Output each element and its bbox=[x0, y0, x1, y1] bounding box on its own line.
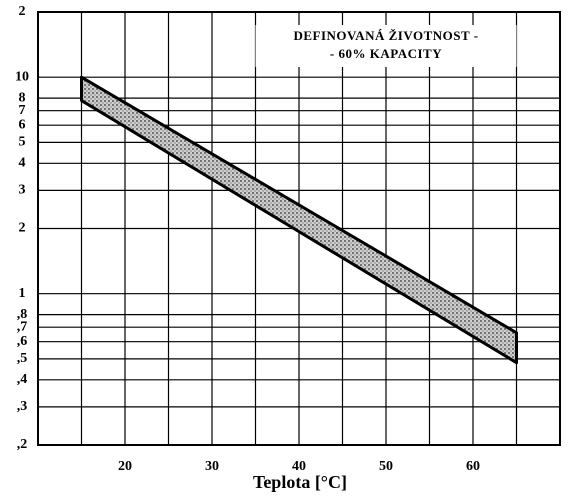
y-tick-label: 2 bbox=[19, 4, 26, 19]
band bbox=[80, 75, 518, 365]
y-tick-label: 1 bbox=[19, 286, 26, 301]
y-tick-label: ,3 bbox=[17, 399, 28, 414]
annotation: - 60% KAPACITY bbox=[330, 46, 442, 61]
x-tick-label: 30 bbox=[205, 459, 219, 474]
y-tick-label: 10 bbox=[15, 69, 29, 84]
x-tick-label: 50 bbox=[379, 459, 393, 474]
y-tick-label: 8 bbox=[19, 90, 26, 105]
y-tick-label: ,6 bbox=[17, 334, 28, 349]
plot-frame bbox=[37, 11, 561, 446]
y-tick-label: 5 bbox=[19, 135, 26, 150]
y-tick-label: ,7 bbox=[17, 319, 28, 334]
y-tick-label: ,4 bbox=[17, 372, 28, 387]
y-tick-label: ,2 bbox=[17, 437, 28, 452]
y-tick-label: 6 bbox=[19, 117, 26, 132]
y-tick-label: 4 bbox=[19, 156, 26, 171]
x-tick-label: 40 bbox=[292, 459, 306, 474]
annotation: DEFINOVANÁ ŽIVOTNOST - bbox=[293, 28, 478, 43]
x-tick-label: 60 bbox=[466, 459, 480, 474]
y-tick-label: ,5 bbox=[17, 351, 28, 366]
y-tick-label: 7 bbox=[19, 103, 26, 118]
y-tick-label: 2 bbox=[19, 221, 26, 236]
y-tick-label: ,8 bbox=[17, 307, 28, 322]
annotation-box bbox=[255, 25, 517, 67]
y-tick-label: 3 bbox=[19, 183, 26, 198]
x-axis-label: Teplota [°C] bbox=[253, 472, 347, 492]
x-tick-label: 20 bbox=[118, 459, 132, 474]
